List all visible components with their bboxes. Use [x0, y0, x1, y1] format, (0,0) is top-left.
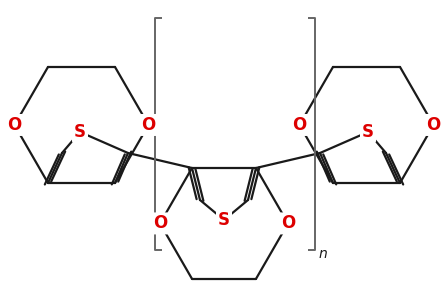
Text: O: O: [141, 116, 156, 134]
Text: S: S: [74, 123, 86, 141]
Text: O: O: [7, 116, 21, 134]
Text: S: S: [218, 211, 230, 229]
Text: n: n: [319, 247, 328, 261]
Text: O: O: [281, 215, 295, 233]
Text: S: S: [362, 123, 374, 141]
Text: O: O: [426, 116, 441, 134]
Text: O: O: [292, 116, 307, 134]
Text: O: O: [153, 215, 167, 233]
